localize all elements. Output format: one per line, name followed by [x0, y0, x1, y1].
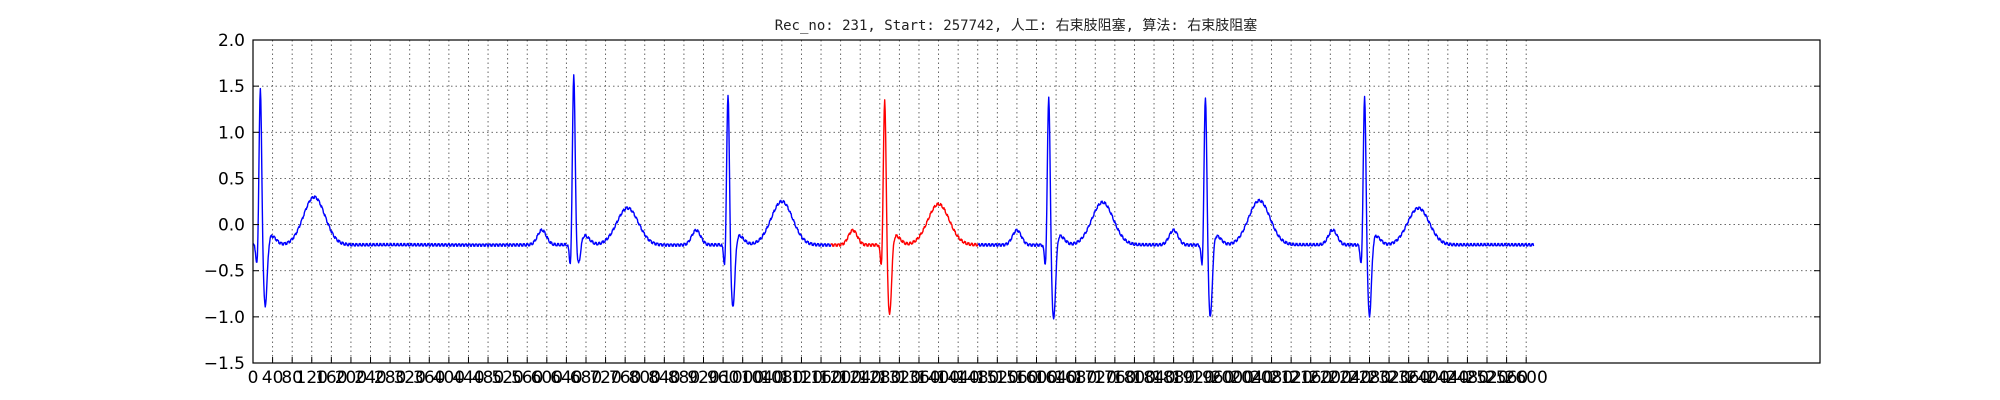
x-tick-label: 1720: [1074, 368, 1117, 388]
x-tick-label: 1120: [780, 368, 823, 388]
x-tick-label: 1760: [1093, 368, 1136, 388]
x-tick-label: 1960: [1191, 368, 1234, 388]
x-tick-label: 280: [374, 368, 406, 388]
grid: [252, 39, 1820, 364]
y-tick-label: −1.5: [204, 354, 245, 374]
y-axis: −1.5 −1.0 −0.5 0.0 0.5 1.0 1.5 2.0: [204, 31, 1820, 374]
x-tick-label: 160: [315, 368, 347, 388]
x-tick-label: 40: [262, 368, 284, 388]
y-tick-label: 1.0: [218, 123, 245, 143]
x-tick-label: 1480: [956, 368, 999, 388]
x-tick-label: 440: [452, 368, 484, 388]
x-tick-label: 920: [687, 368, 719, 388]
x-tick-label: 1640: [1034, 368, 1077, 388]
x-tick-label: 1440: [937, 368, 980, 388]
x-tick-label: 2240: [1328, 368, 1371, 388]
y-tick-label: 0.0: [218, 216, 245, 236]
y-tick-label: −1.0: [204, 308, 245, 328]
chart-title: Rec_no: 231, Start: 257742, 人工: 右束肢阻塞, 算…: [775, 17, 1258, 34]
x-tick-label: 520: [491, 368, 523, 388]
x-tick-label: 1000: [721, 368, 764, 388]
x-tick-label: 680: [570, 368, 602, 388]
x-tick-label: 2160: [1289, 368, 1332, 388]
ecg-trace: [252, 74, 1535, 320]
x-tick-label: 1200: [819, 368, 862, 388]
x-tick-label: 1360: [897, 368, 940, 388]
x-tick-label: 760: [609, 368, 641, 388]
x-tick-label: 2040: [1230, 368, 1273, 388]
ecg-segment: [977, 95, 1535, 320]
y-tick-label: 0.5: [218, 169, 245, 189]
x-tick-label: 80: [281, 368, 303, 388]
x-tick-label: 0: [248, 368, 259, 388]
x-tick-label: 1880: [1152, 368, 1195, 388]
x-tick-label: 1040: [741, 368, 784, 388]
x-tick-label: 480: [472, 368, 504, 388]
x-tick-label: 2560: [1485, 368, 1528, 388]
x-tick-label: 720: [589, 368, 621, 388]
x-tick-label: 1080: [760, 368, 803, 388]
x-tick-label: 1400: [917, 368, 960, 388]
y-tick-label: 2.0: [218, 31, 245, 51]
y-tick-label: 1.5: [218, 77, 245, 97]
x-tick-label: 1800: [1113, 368, 1156, 388]
x-tick-label: 560: [511, 368, 543, 388]
ecg-segment: [252, 74, 832, 308]
x-tick-label: 2480: [1446, 368, 1489, 388]
x-tick-label: 2600: [1505, 368, 1548, 388]
x-tick-label: 960: [707, 368, 739, 388]
x-tick-label: 1240: [839, 368, 882, 388]
x-tick-label: 640: [550, 368, 582, 388]
x-tick-label: 2000: [1211, 368, 1254, 388]
x-tick-label: 2440: [1426, 368, 1469, 388]
x-tick-label: 360: [413, 368, 445, 388]
x-tick-label: 400: [433, 368, 465, 388]
x-tick-label: 2400: [1407, 368, 1450, 388]
x-tick-label: 2320: [1367, 368, 1410, 388]
x-tick-label: 2520: [1465, 368, 1508, 388]
x-tick-label: 1600: [1015, 368, 1058, 388]
x-tick-label: 1680: [1054, 368, 1097, 388]
x-tick-label: 1280: [858, 368, 901, 388]
x-tick-label: 2080: [1250, 368, 1293, 388]
x-tick-label: 120: [296, 368, 328, 388]
x-tick-label: 600: [531, 368, 563, 388]
y-tick-label: −0.5: [204, 262, 245, 282]
x-tick-label: 880: [668, 368, 700, 388]
x-tick-label: 2360: [1387, 368, 1430, 388]
x-tick-label: 1320: [878, 368, 921, 388]
x-tick-label: 2120: [1270, 368, 1313, 388]
x-tick-label: 2200: [1309, 368, 1352, 388]
x-tick-label: 1520: [976, 368, 1019, 388]
x-tick-label: 840: [648, 368, 680, 388]
x-tick-label: 1560: [995, 368, 1038, 388]
x-tick-label: 200: [335, 368, 367, 388]
x-tick-label: 1920: [1172, 368, 1215, 388]
x-tick-label: 800: [629, 368, 661, 388]
ecg-segment: [830, 99, 979, 316]
x-tick-label: 320: [393, 368, 425, 388]
x-tick-label: 1160: [799, 368, 842, 388]
x-tick-label: 1840: [1132, 368, 1175, 388]
x-tick-label: 240: [354, 368, 386, 388]
x-axis: 0 408012016020024028032036040044048052056…: [248, 357, 1548, 388]
x-tick-label: 2280: [1348, 368, 1391, 388]
